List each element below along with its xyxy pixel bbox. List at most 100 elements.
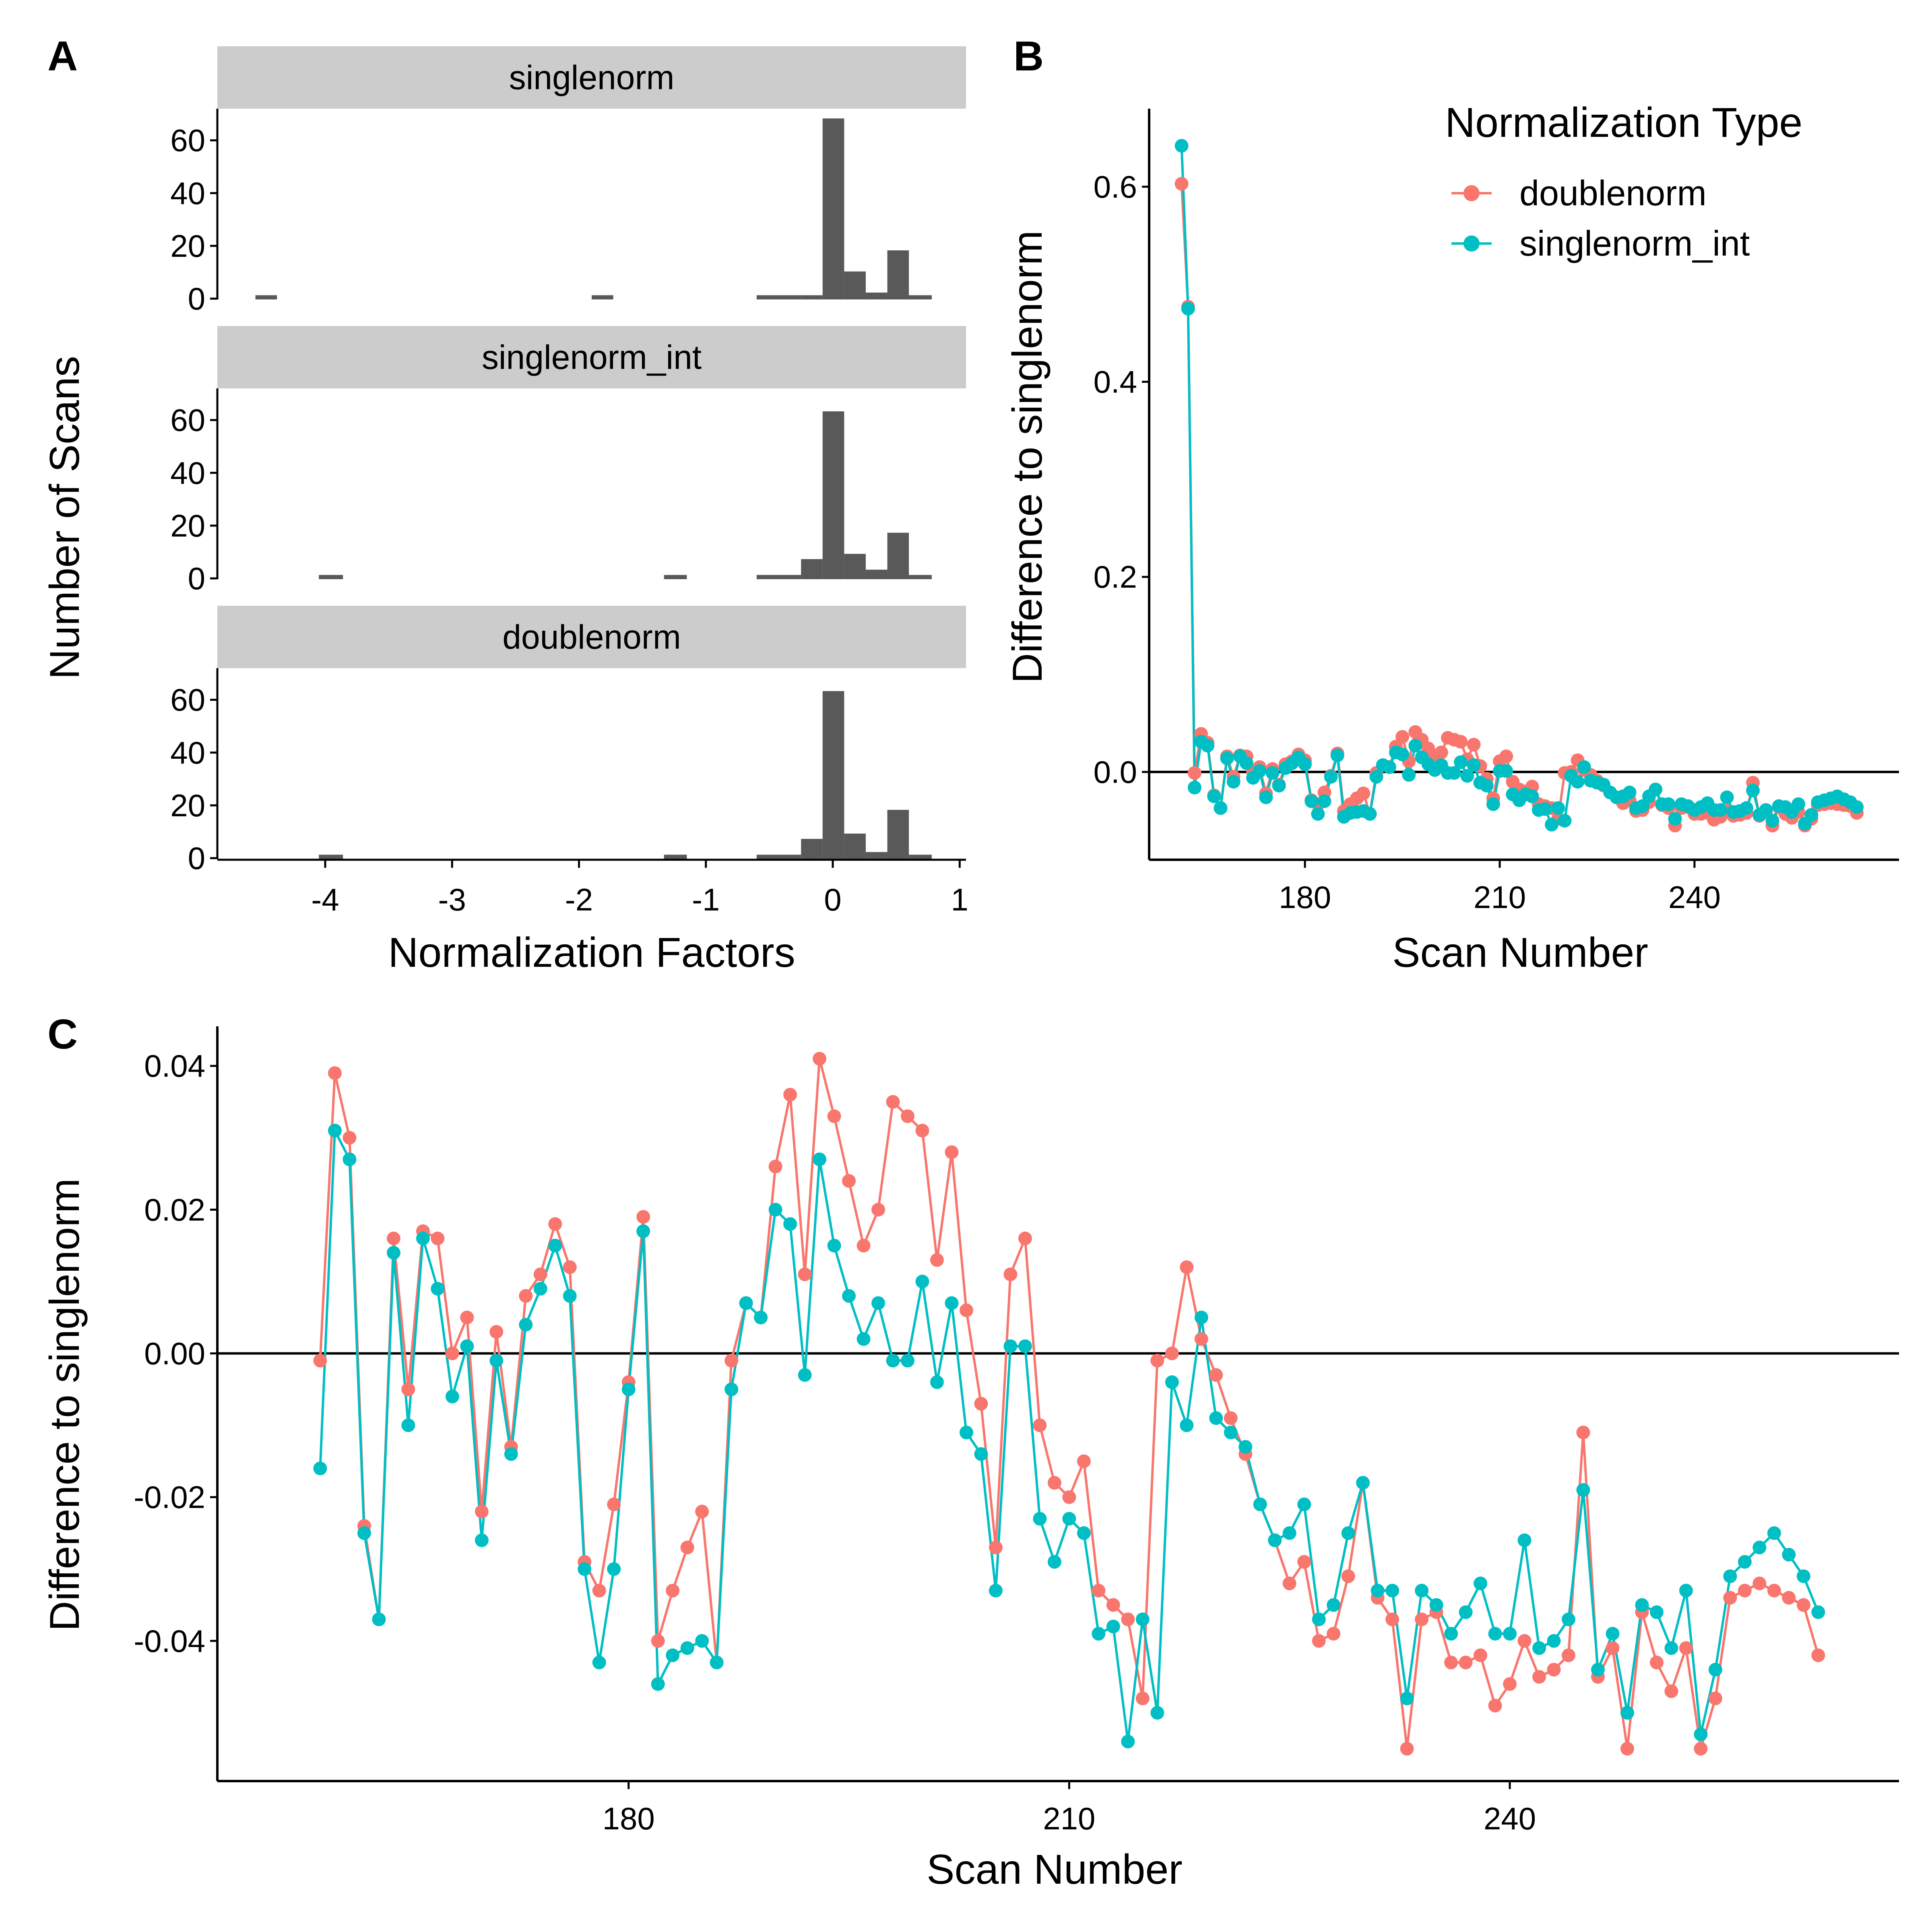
x-tick-label: 180 (1279, 879, 1331, 915)
data-point-doublenorm (1312, 1634, 1326, 1648)
data-point-singlenorm-int (1664, 1641, 1678, 1655)
data-point-singlenorm-int (1327, 1598, 1341, 1612)
data-point-doublenorm (959, 1303, 973, 1317)
histogram-bar (319, 575, 343, 579)
data-point-singlenorm-int (1444, 1627, 1458, 1641)
data-point-doublenorm (1796, 1598, 1810, 1612)
panel-label-a: A (47, 33, 78, 80)
data-point-singlenorm-int (1106, 1620, 1120, 1634)
histogram-bar (664, 855, 687, 859)
data-point-singlenorm-int (1311, 807, 1325, 821)
facet-singlenorm-int: singlenorm_int 0 20 40 60 (170, 326, 966, 596)
histogram-bar (887, 533, 909, 579)
facet-doublenorm: doublenorm 0 20 40 60 -4 -3 -2 -1 0 1 (170, 606, 968, 917)
y-tick-label: 40 (170, 175, 205, 211)
plot-area (1174, 139, 1864, 833)
x-tick-label: 1 (951, 882, 968, 917)
data-point-doublenorm (1092, 1583, 1106, 1598)
facet-strip-label: doublenorm (502, 618, 681, 656)
data-point-doublenorm (519, 1289, 533, 1303)
y-tick-label: -0.02 (134, 1480, 205, 1515)
data-point-singlenorm-int (739, 1296, 753, 1310)
data-point-singlenorm-int (607, 1562, 621, 1576)
data-point-singlenorm-int (533, 1282, 547, 1296)
data-point-doublenorm (386, 1231, 400, 1245)
data-point-singlenorm-int (1214, 801, 1228, 815)
data-point-singlenorm-int (1415, 1583, 1429, 1598)
data-point-singlenorm-int (1298, 757, 1312, 771)
data-point-singlenorm-int (460, 1339, 474, 1353)
y-tick-label: 20 (170, 788, 205, 823)
data-point-singlenorm-int (1324, 770, 1338, 784)
data-point-doublenorm (563, 1260, 577, 1274)
data-point-singlenorm-int (578, 1562, 592, 1576)
data-point-singlenorm-int (1635, 1598, 1649, 1612)
data-point-singlenorm-int (1454, 755, 1468, 769)
data-point-doublenorm (1187, 766, 1201, 780)
data-point-singlenorm-int (1622, 785, 1637, 799)
data-point-doublenorm (680, 1540, 694, 1554)
data-point-doublenorm (1209, 1368, 1223, 1382)
data-point-doublenorm (343, 1131, 357, 1145)
histogram-bar (909, 295, 932, 299)
data-point-singlenorm-int (1488, 1627, 1502, 1641)
histogram-bar (822, 118, 844, 299)
data-point-singlenorm-int (1577, 760, 1591, 774)
data-point-doublenorm (1679, 1641, 1693, 1655)
data-point-doublenorm (1547, 1663, 1561, 1677)
data-point-singlenorm-int (1606, 1627, 1620, 1641)
data-point-doublenorm (1150, 1354, 1164, 1368)
data-point-singlenorm-int (754, 1311, 768, 1325)
data-point-singlenorm-int (1305, 794, 1319, 808)
data-point-singlenorm-int (1369, 770, 1383, 784)
facet-strip (217, 606, 966, 668)
data-point-singlenorm-int (416, 1231, 430, 1245)
data-point-singlenorm-int (1561, 1612, 1575, 1627)
data-point-singlenorm-int (1253, 1497, 1267, 1511)
y-tick-label: 0.6 (1094, 169, 1137, 204)
legend-point-doublenorm (1463, 185, 1480, 201)
data-point-doublenorm (1664, 1684, 1678, 1698)
data-point-singlenorm-int (1765, 814, 1779, 828)
data-point-singlenorm-int (1480, 778, 1494, 793)
y-tick-label: -0.04 (134, 1623, 205, 1659)
data-point-doublenorm (1620, 1742, 1634, 1756)
data-point-singlenorm-int (1400, 1691, 1414, 1705)
y-tick-label: 0.02 (144, 1192, 205, 1227)
data-point-doublenorm (1752, 1576, 1767, 1590)
data-point-doublenorm (1395, 730, 1410, 744)
data-point-doublenorm (827, 1109, 841, 1123)
data-point-doublenorm (1503, 1677, 1517, 1691)
data-point-singlenorm-int (1782, 1548, 1796, 1562)
data-point-doublenorm (1454, 735, 1468, 749)
facet-singlenorm: singlenorm 0 20 40 60 (170, 46, 966, 316)
data-point-doublenorm (989, 1540, 1003, 1554)
data-point-singlenorm-int (1662, 797, 1676, 811)
data-point-doublenorm (1077, 1454, 1091, 1468)
data-point-singlenorm-int (592, 1655, 606, 1670)
data-point-singlenorm-int (1532, 1641, 1546, 1655)
data-point-doublenorm (1003, 1267, 1018, 1282)
data-point-singlenorm-int (1363, 807, 1377, 821)
data-point-doublenorm (1033, 1418, 1047, 1432)
panel-label-b: B (1013, 33, 1044, 80)
x-tick-label: -2 (565, 882, 593, 917)
data-point-singlenorm-int (1620, 1706, 1634, 1720)
data-point-doublenorm (1488, 1699, 1502, 1713)
data-point-singlenorm-int (1679, 1583, 1693, 1598)
data-point-singlenorm-int (1135, 1612, 1150, 1627)
data-point-doublenorm (1738, 1583, 1752, 1598)
data-point-doublenorm (842, 1174, 856, 1188)
data-point-singlenorm-int (1459, 1605, 1473, 1619)
data-point-singlenorm-int (857, 1332, 871, 1346)
data-point-doublenorm (1723, 1591, 1737, 1605)
data-point-doublenorm (460, 1311, 474, 1325)
legend: Normalization Type doublenorm singlenorm… (1445, 99, 1802, 263)
y-tick-label: 20 (170, 508, 205, 543)
data-point-doublenorm (1415, 1612, 1429, 1627)
data-point-doublenorm (915, 1123, 929, 1137)
panel-a-x-axis-label: Normalization Factors (388, 929, 795, 976)
data-point-doublenorm (1194, 1332, 1208, 1346)
data-point-doublenorm (857, 1238, 871, 1253)
